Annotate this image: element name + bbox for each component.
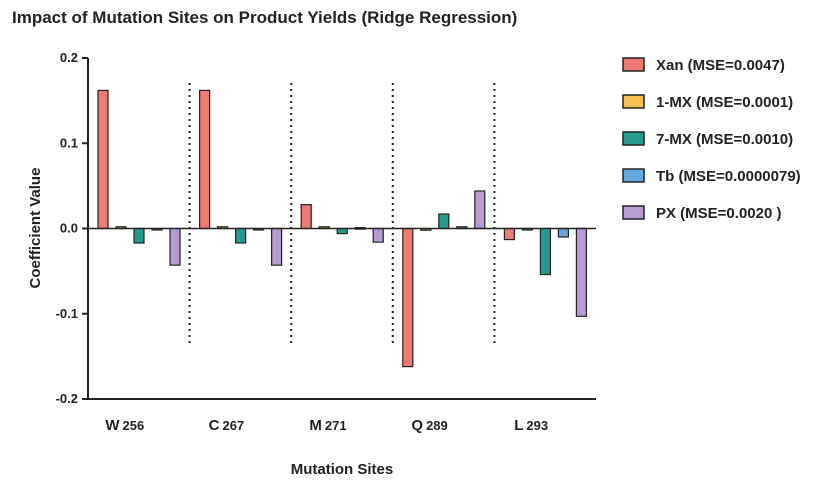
group-separators bbox=[188, 83, 496, 346]
bar bbox=[557, 227, 570, 238]
bar bbox=[169, 227, 181, 266]
legend-label: 7-MX (MSE=0.0010) bbox=[656, 131, 793, 148]
y-tick-label: -0.2 bbox=[56, 391, 78, 406]
x-tick-label: C 267 bbox=[209, 417, 245, 434]
bar bbox=[133, 227, 145, 244]
y-tick-label: 0.0 bbox=[60, 221, 78, 236]
legend-swatch bbox=[622, 205, 645, 220]
x-tick-label: Q 289 bbox=[411, 417, 447, 434]
legend: Xan (MSE=0.0047) 1-MX (MSE=0.0001) 7-MX (M… bbox=[622, 57, 801, 222]
y-tick-label: 0.1 bbox=[60, 135, 78, 150]
y-axis-title: Coefficient Value bbox=[27, 168, 44, 289]
bar bbox=[199, 89, 211, 230]
legend-label: PX (MSE=0.0020 ) bbox=[656, 205, 781, 222]
bar bbox=[97, 89, 109, 230]
x-tick-label-number: 289 bbox=[426, 418, 448, 433]
x-tick-label-number: 267 bbox=[222, 418, 244, 433]
bar bbox=[235, 227, 247, 244]
bar bbox=[438, 213, 450, 230]
legend-swatch bbox=[622, 94, 645, 109]
bar bbox=[503, 227, 515, 241]
legend-label: Xan (MSE=0.0047) bbox=[656, 57, 785, 74]
chart-title: Impact of Mutation Sites on Product Yiel… bbox=[12, 8, 518, 27]
legend-label: Tb (MSE=0.0000079) bbox=[656, 168, 801, 185]
legend-swatch bbox=[622, 168, 645, 183]
bar bbox=[539, 227, 552, 276]
x-tick-label-letter: Q bbox=[411, 417, 423, 434]
x-tick-label-letter: L bbox=[514, 417, 523, 434]
bars-group bbox=[97, 89, 588, 368]
x-tick-label-letter: W bbox=[105, 417, 120, 434]
y-tick-label: 0.2 bbox=[60, 50, 78, 65]
bar bbox=[474, 190, 486, 230]
x-tick-label: M 271 bbox=[309, 417, 346, 434]
x-tick-label-letter: M bbox=[309, 417, 322, 434]
y-tick-label: -0.1 bbox=[56, 306, 78, 321]
legend-swatch bbox=[622, 57, 645, 72]
legend-label: 1-MX (MSE=0.0001) bbox=[656, 94, 793, 111]
bar bbox=[300, 204, 312, 230]
x-axis-title: Mutation Sites bbox=[291, 461, 394, 478]
x-tick-label: W 256 bbox=[105, 417, 144, 434]
x-tick-label-number: 293 bbox=[526, 418, 548, 433]
x-tick-label-letter: C bbox=[209, 417, 220, 434]
x-tick-label-number: 271 bbox=[325, 418, 347, 433]
bar bbox=[575, 227, 588, 317]
legend-swatch bbox=[622, 131, 645, 146]
bar bbox=[402, 227, 414, 368]
axes-group: 0.2 0.1 0.0 -0.1 -0.2 W 256 C 267 M 271 Q 289 L 293 bbox=[56, 50, 596, 434]
x-tick-label-number: 256 bbox=[123, 418, 145, 433]
bar bbox=[372, 227, 384, 243]
x-tick-label: L 293 bbox=[514, 417, 548, 434]
bar bbox=[271, 227, 283, 266]
